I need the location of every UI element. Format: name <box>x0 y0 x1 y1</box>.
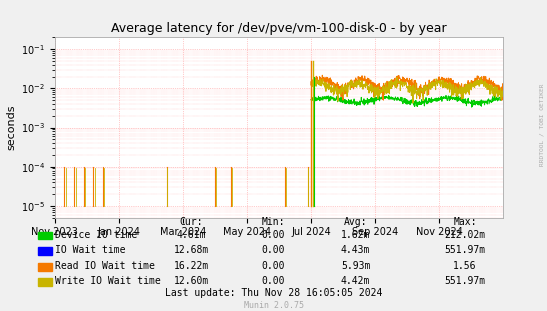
Text: 0.00: 0.00 <box>262 276 285 286</box>
Text: Device IO time: Device IO time <box>55 230 137 240</box>
Text: Max:: Max: <box>453 216 476 226</box>
Text: 212.02m: 212.02m <box>444 230 486 240</box>
Text: 551.97m: 551.97m <box>444 245 486 255</box>
Text: Last update: Thu Nov 28 16:05:05 2024: Last update: Thu Nov 28 16:05:05 2024 <box>165 288 382 298</box>
Text: Write IO Wait time: Write IO Wait time <box>55 276 160 286</box>
Text: 16.22m: 16.22m <box>174 261 209 271</box>
Text: 5.93m: 5.93m <box>341 261 370 271</box>
Text: Read IO Wait time: Read IO Wait time <box>55 261 155 271</box>
Text: 551.97m: 551.97m <box>444 276 486 286</box>
Text: 1.56: 1.56 <box>453 261 476 271</box>
Text: Avg:: Avg: <box>344 216 367 226</box>
Text: 1.62m: 1.62m <box>341 230 370 240</box>
Text: 12.68m: 12.68m <box>174 245 209 255</box>
Text: 12.60m: 12.60m <box>174 276 209 286</box>
Text: Cur:: Cur: <box>180 216 203 226</box>
Title: Average latency for /dev/pve/vm-100-disk-0 - by year: Average latency for /dev/pve/vm-100-disk… <box>111 22 447 35</box>
Text: 4.43m: 4.43m <box>341 245 370 255</box>
Text: Munin 2.0.75: Munin 2.0.75 <box>243 301 304 310</box>
Text: 0.00: 0.00 <box>262 230 285 240</box>
Text: 0.00: 0.00 <box>262 261 285 271</box>
Text: 4.61m: 4.61m <box>177 230 206 240</box>
Text: IO Wait time: IO Wait time <box>55 245 125 255</box>
Y-axis label: seconds: seconds <box>7 105 16 150</box>
Text: Min:: Min: <box>262 216 285 226</box>
Text: RRDTOOL / TOBI OETIKER: RRDTOOL / TOBI OETIKER <box>539 83 544 166</box>
Text: 0.00: 0.00 <box>262 245 285 255</box>
Text: 4.42m: 4.42m <box>341 276 370 286</box>
